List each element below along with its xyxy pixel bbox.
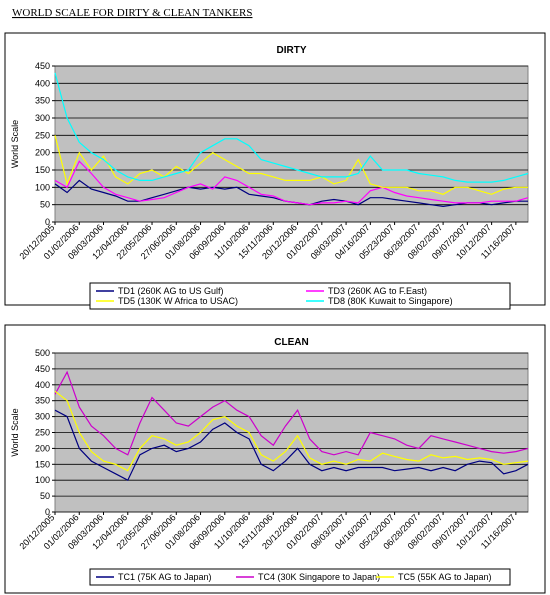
y-tick-label: 300 <box>35 412 50 422</box>
y-tick-label: 450 <box>35 61 50 71</box>
plot-area <box>54 65 529 223</box>
y-tick-label: 50 <box>40 491 50 501</box>
legend-label: TD8 (80K Kuwait to Singapore) <box>328 296 453 306</box>
series-line <box>54 160 529 206</box>
y-tick-label: 200 <box>35 443 50 453</box>
legend-label: TD1 (260K AG to US Gulf) <box>118 286 224 296</box>
y-tick-label: 500 <box>35 348 50 358</box>
legend-label: TC4 (30K Singapore to Japan) <box>258 572 380 582</box>
y-axis-label: World Scale <box>10 120 20 168</box>
y-tick-label: 350 <box>35 396 50 406</box>
page-title: WORLD SCALE FOR DIRTY & CLEAN TANKERS <box>12 7 252 19</box>
series-line <box>54 72 529 183</box>
y-tick-label: 100 <box>35 182 50 192</box>
legend-box <box>89 282 511 310</box>
y-tick-label: 150 <box>35 459 50 469</box>
y-tick-label: 300 <box>35 113 50 123</box>
y-tick-label: 400 <box>35 78 50 88</box>
y-tick-label: 250 <box>35 130 50 140</box>
legend-label: TD5 (130K W Africa to USAC) <box>118 296 238 306</box>
legend-label: TC5 (55K AG to Japan) <box>398 572 492 582</box>
series-line <box>54 409 529 482</box>
legend-box <box>89 568 511 586</box>
y-tick-label: 350 <box>35 96 50 106</box>
series-line <box>54 370 529 456</box>
legend-label: TC1 (75K AG to Japan) <box>118 572 212 582</box>
y-tick-label: 400 <box>35 380 50 390</box>
chart-title: DIRTY <box>277 45 307 56</box>
y-tick-label: 50 <box>40 200 50 210</box>
y-tick-label: 0 <box>45 507 50 517</box>
series-line <box>54 390 529 472</box>
y-tick-label: 100 <box>35 475 50 485</box>
y-axis-label: World Scale <box>10 408 20 456</box>
y-tick-label: 200 <box>35 148 50 158</box>
chart-title: CLEAN <box>274 337 308 348</box>
y-tick-label: 150 <box>35 165 50 175</box>
y-tick-label: 0 <box>45 217 50 227</box>
y-tick-label: 250 <box>35 428 50 438</box>
legend-label: TD3 (260K AG to F.East) <box>328 286 427 296</box>
y-tick-label: 450 <box>35 364 50 374</box>
